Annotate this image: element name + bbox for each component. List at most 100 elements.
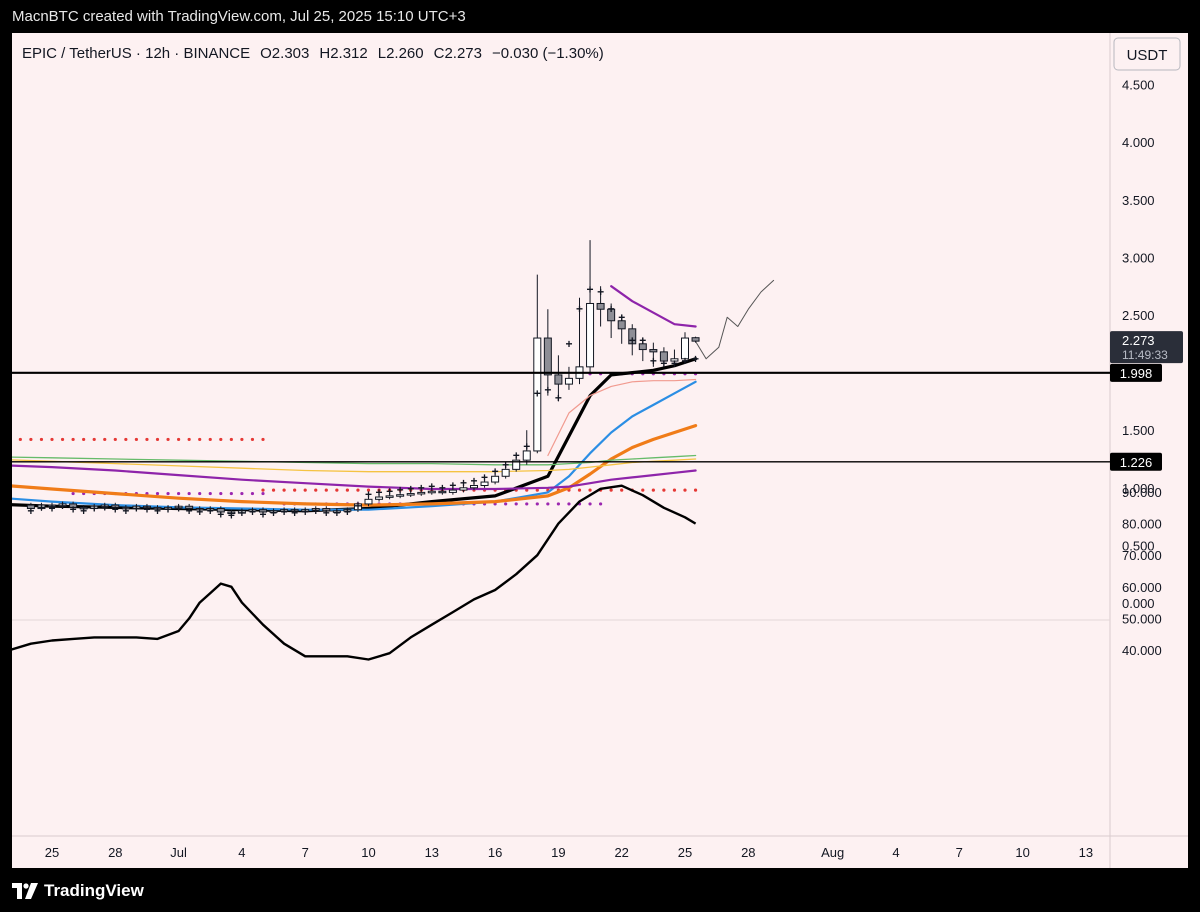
chart-canvas[interactable]: + + + + + + + + + + + + + + + + + + + + + + + + + + + + + + + ++ + + + + + + +…: [12, 33, 1188, 868]
oscillator-layer: [12, 484, 697, 661]
plus-marker: +: [217, 507, 224, 521]
osc-tick-label: 80.000: [1122, 517, 1162, 532]
candle-body: [311, 508, 320, 511]
dotted-line-dot: [377, 488, 381, 492]
dotted-line-dot: [71, 491, 75, 496]
plus-marker: +: [27, 504, 34, 518]
plus-marker: +: [597, 285, 604, 299]
time-tick-label: 13: [425, 845, 439, 860]
plus-marker: +: [270, 506, 277, 520]
dotted-line-dot: [198, 491, 202, 496]
countdown-label: 11:49:33: [1122, 348, 1168, 362]
candle-body: [206, 508, 215, 511]
plus-marker: +: [418, 481, 425, 495]
plus-marker: +: [354, 499, 361, 513]
dotted-line-dot: [388, 488, 392, 492]
dotted-line-dot: [535, 502, 539, 506]
dotted-line-dot: [82, 437, 86, 442]
candle-body: [353, 503, 362, 511]
plus-marker: +: [492, 465, 499, 479]
plus-marker: +: [470, 474, 477, 488]
level-price-tag: [1110, 452, 1162, 471]
level-price-label: 1.998: [1120, 366, 1153, 381]
plus-marker: +: [481, 470, 488, 484]
candle-body: [480, 481, 489, 486]
plus-marker: +: [534, 386, 541, 400]
level-price-tag: [1110, 363, 1162, 382]
dotted-line-dot: [145, 437, 149, 442]
price-tick-label: 0.000: [1122, 596, 1155, 611]
dotted-line-dot: [18, 437, 22, 442]
candle-body: [216, 508, 225, 513]
plus-marker: +: [91, 502, 98, 516]
symbol-info[interactable]: EPIC / TetherUS · 12h · BINANCE O2.303 H2.…: [22, 45, 604, 62]
candle-body: [691, 337, 700, 342]
candle-body: [185, 505, 194, 510]
plus-marker: +: [513, 449, 520, 463]
dotted-line-dot: [293, 488, 297, 492]
candle-body: [628, 328, 637, 345]
candle-body: [58, 503, 67, 507]
currency-button[interactable]: USDT: [1113, 37, 1181, 71]
candle-body: [248, 509, 257, 512]
candle-body: [153, 506, 162, 510]
plus-marker: +: [249, 505, 256, 519]
candle-body: [607, 308, 616, 322]
dotted-line-dot: [229, 437, 233, 442]
candle-body: [596, 302, 605, 310]
dotted-line-dot: [92, 437, 96, 442]
dotted-line-dot: [588, 488, 592, 492]
candle-body: [385, 495, 394, 498]
candle-body: [121, 506, 130, 510]
dotted-line-dot: [271, 488, 276, 492]
candle-body: [406, 493, 415, 496]
dotted-line-dot: [134, 437, 138, 442]
plus-marker: +: [259, 507, 266, 521]
candles-layer[interactable]: [26, 240, 700, 517]
plus-marker: +: [397, 483, 404, 497]
plus-marker: +: [608, 302, 615, 316]
chart-frame[interactable]: + + + + + + + + + + + + + + + + + + + + + + + + + + + + + + + + + + + + + + + +…: [12, 33, 1188, 868]
series-ema3: [12, 424, 698, 507]
series-ema2: [12, 380, 697, 511]
candle-body: [638, 343, 647, 351]
dotted-line-dot: [556, 502, 561, 506]
plus-marker: +: [143, 503, 150, 517]
dotted-line-dot: [261, 491, 265, 496]
dotted-line-dot: [50, 437, 54, 442]
dotted-line-dot: [588, 502, 592, 506]
dotted-line-dot: [155, 437, 160, 442]
plus-marker: +: [407, 482, 414, 496]
candle-body: [417, 491, 426, 495]
candle-body: [617, 320, 626, 330]
dotted-line-dot: [651, 488, 655, 492]
dotted-line-dot: [314, 488, 318, 492]
candle-body: [227, 511, 236, 514]
dotted-line-dot: [693, 488, 698, 492]
time-tick-label: Jul: [170, 845, 187, 860]
candle-body: [375, 496, 384, 500]
plus-marker: +: [333, 506, 340, 520]
price-tick-label: 4.000: [1122, 135, 1155, 150]
dotted-line-dot: [282, 488, 286, 492]
time-tick-label: 7: [302, 845, 309, 860]
plus-marker: +: [80, 504, 87, 518]
dotted-line-dot: [261, 437, 265, 442]
plus-marker: +: [228, 508, 235, 522]
symbol-legend[interactable]: EPIC / TetherUS · 12h · BINANCE O2.303 H2.…: [22, 45, 604, 62]
dotted-line-dot: [335, 488, 339, 492]
price-tick-label: 4.500: [1122, 78, 1155, 93]
plus-marker: +: [344, 505, 351, 519]
series-ema4: [12, 464, 697, 491]
candle-body: [501, 468, 510, 477]
osc-tick-label: 50.000: [1122, 611, 1162, 626]
candle-body: [491, 475, 500, 483]
osc-tick-label: 40.000: [1122, 643, 1162, 658]
plus-marker: +: [660, 356, 667, 370]
plus-marker: +: [122, 504, 129, 518]
candle-body: [237, 510, 246, 514]
candle-body: [364, 498, 373, 505]
attribution-header: MacnBTC created with TradingView.com, Ju…: [12, 8, 466, 25]
dotted-line-dot: [113, 437, 117, 442]
